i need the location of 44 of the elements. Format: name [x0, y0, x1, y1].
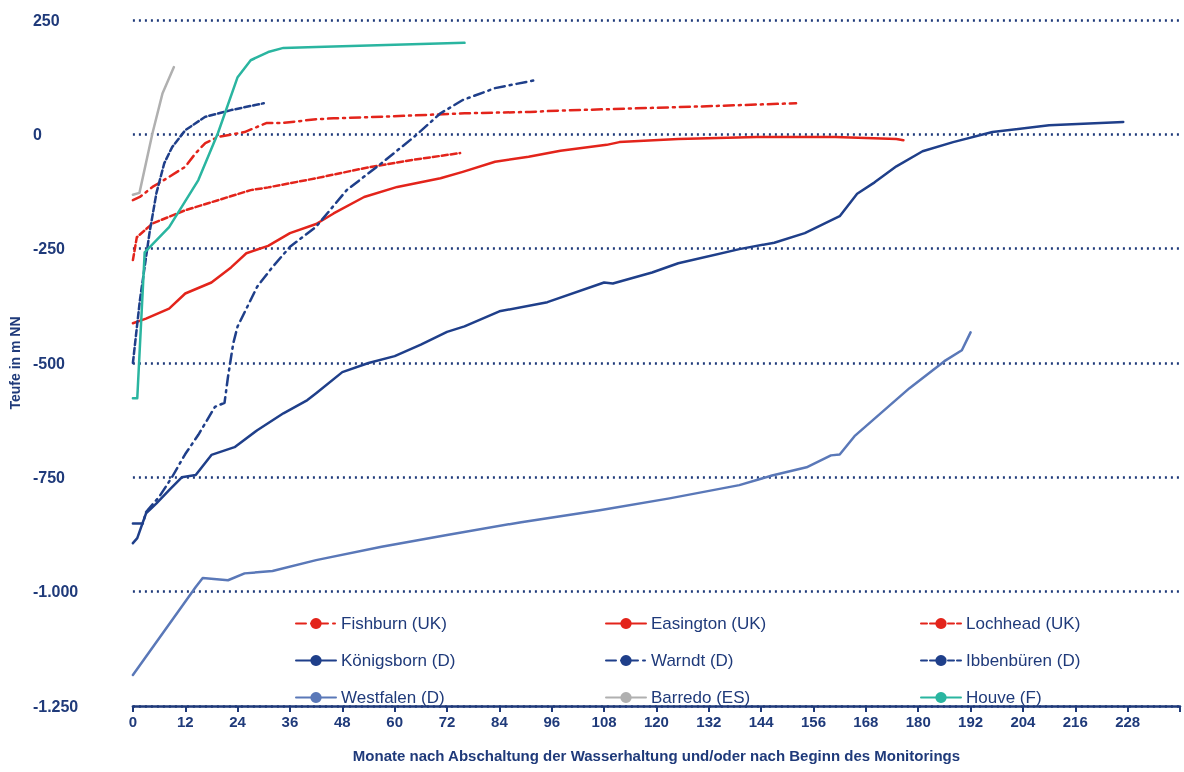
x-tick-label: 48 — [333, 713, 351, 730]
x-tick-label: 132 — [696, 713, 722, 730]
x-tick-label: 72 — [438, 713, 456, 730]
legend-label: Königsborn (D) — [341, 651, 456, 670]
x-tick-label: 84 — [491, 713, 509, 730]
line-series — [131, 101, 798, 202]
legend-label: Warndt (D) — [651, 651, 734, 670]
x-tick-label: 120 — [643, 713, 669, 730]
legend-label: Fishburn (UK) — [341, 614, 447, 633]
x-tick-label: 108 — [591, 713, 617, 730]
legend-label: Barredo (ES) — [651, 688, 751, 707]
x-tick-label: 36 — [281, 713, 299, 730]
line-series — [131, 135, 905, 325]
x-tick-label: 204 — [1010, 713, 1037, 730]
x-tick-label: 96 — [543, 713, 561, 730]
y-tick-label: -1.000 — [32, 583, 79, 601]
x-tick-label: 0 — [128, 713, 138, 730]
legend-label: Lochhead (UK) — [966, 614, 1081, 633]
x-tick-label: 180 — [905, 713, 931, 730]
line-series — [131, 101, 266, 365]
x-axis-title: Monate nach Abschaltung der Wasserhaltung und/oder nach Beginn des Monitorings — [352, 747, 961, 764]
line-series — [131, 41, 466, 400]
x-tick-label: 168 — [853, 713, 879, 730]
legend-label: Houve (F) — [966, 688, 1042, 707]
legend-label: Easington (UK) — [651, 614, 767, 633]
y-tick-label: -750 — [32, 468, 66, 486]
legend-label: Westfalen (D) — [341, 688, 445, 707]
y-axis-title: Teufe in m NN — [7, 316, 23, 410]
line-series — [131, 151, 462, 262]
x-tick-label: 192 — [958, 713, 984, 730]
x-tick-label: 156 — [801, 713, 827, 730]
y-tick-label: -1.250 — [32, 697, 79, 715]
x-tick-label: 24 — [229, 713, 247, 730]
x-tick-label: 12 — [176, 713, 194, 730]
x-tick-label: 216 — [1062, 713, 1088, 730]
y-tick-label: -250 — [32, 240, 66, 258]
legend-label: Ibbenbüren (D) — [966, 651, 1081, 670]
y-tick-label: -500 — [32, 354, 66, 372]
x-tick-label: 144 — [748, 713, 775, 730]
y-tick-label: 0 — [32, 125, 42, 143]
x-tick-label: 228 — [1115, 713, 1141, 730]
x-tick-label: 60 — [386, 713, 404, 730]
y-tick-label: 250 — [32, 11, 60, 29]
line-series — [131, 65, 176, 196]
